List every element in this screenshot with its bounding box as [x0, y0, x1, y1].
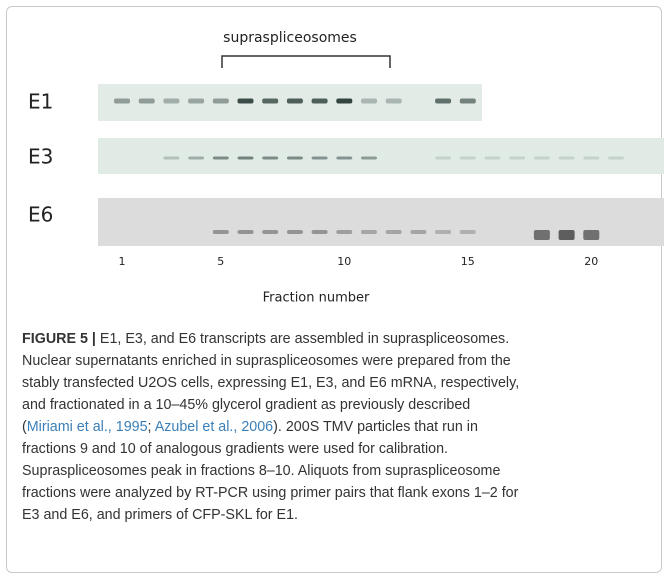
gel-band [534, 157, 550, 160]
caption-line: (Miriami et al., 1995; Azubel et al., 20… [22, 416, 662, 438]
gel-band [312, 157, 328, 160]
gel-band [262, 230, 278, 234]
lane-label: 10 [337, 255, 351, 268]
gel-band [312, 230, 328, 234]
gel-band [262, 99, 278, 104]
lane-label: 15 [461, 255, 475, 268]
gel-band [361, 157, 377, 160]
gel-band [188, 157, 204, 160]
gel-band [287, 99, 303, 104]
gel-band [238, 99, 254, 104]
gel-band [336, 230, 352, 234]
bracket [222, 56, 390, 68]
citation-link[interactable]: Miriami et al., 1995 [27, 419, 148, 435]
gel-band [386, 99, 402, 104]
row-label: E6 [28, 203, 53, 227]
gel-band [509, 157, 525, 160]
gel-band [163, 99, 179, 104]
caption-line: fractions were analyzed by RT-PCR using … [22, 482, 662, 504]
gel-strip [98, 198, 664, 246]
gel-band [238, 230, 254, 234]
caption-line: Nuclear supernatants enriched in suprasp… [22, 350, 662, 372]
gel-band [460, 157, 476, 160]
gel-band [460, 99, 476, 104]
caption-line: fractions 9 and 10 of analogous gradient… [22, 438, 662, 460]
gel-band [287, 157, 303, 160]
gel-band [559, 230, 575, 240]
caption: FIGURE 5 | E1, E3, and E6 transcripts ar… [22, 328, 662, 526]
lane-label: 1 [119, 255, 126, 268]
caption-line: E3 and E6, and primers of CFP-SKL for E1… [22, 504, 662, 526]
caption-line: Supraspliceosomes peak in fractions 8–10… [22, 460, 662, 482]
gel-band [139, 99, 155, 104]
row-label: E3 [28, 145, 53, 169]
gel-band [435, 99, 451, 104]
gel-band [163, 157, 179, 160]
caption-line: and fractionated in a 10–45% glycerol gr… [22, 394, 662, 416]
gel-band [213, 157, 229, 160]
gel-band [559, 157, 575, 160]
caption-line: stably transfected U2OS cells, expressin… [22, 372, 662, 394]
gel-band [583, 230, 599, 240]
lane-label: 5 [217, 255, 224, 268]
row-label: E1 [28, 90, 53, 114]
gel-band [485, 157, 501, 160]
caption-text: ; [148, 419, 155, 435]
caption-line: FIGURE 5 | E1, E3, and E6 transcripts ar… [22, 328, 662, 350]
gel-band [460, 230, 476, 234]
caption-text: ). 200S TMV particles that run in [273, 419, 478, 435]
gel-band [386, 230, 402, 234]
bracket-label: supraspliceosomes [223, 30, 357, 46]
citation-link[interactable]: Azubel et al., 2006 [155, 419, 273, 435]
gel-band [213, 99, 229, 104]
caption-text: E1, E3, and E6 transcripts are assembled… [100, 331, 509, 347]
axis-label: Fraction number [263, 291, 370, 306]
page: supraspliceosomes E1 E3 E6 15101520 Frac… [0, 0, 670, 581]
gel-band [410, 230, 426, 234]
gel-band [262, 157, 278, 160]
gel-band [336, 157, 352, 160]
gel-band [361, 99, 377, 104]
gel-band [238, 157, 254, 160]
figure-label: FIGURE 5 | [22, 331, 96, 347]
gel-strip [98, 138, 664, 174]
gel-band [213, 230, 229, 234]
gel-band [534, 230, 550, 240]
lane-label: 20 [584, 255, 598, 268]
gel-band [188, 99, 204, 104]
gel-band [114, 99, 130, 104]
gel-band [583, 157, 599, 160]
gel-band [287, 230, 303, 234]
gel-band [435, 157, 451, 160]
gel-band [336, 99, 352, 104]
gel-band [361, 230, 377, 234]
gel-band [312, 99, 328, 104]
gel-band [435, 230, 451, 234]
gel-band [608, 157, 624, 160]
